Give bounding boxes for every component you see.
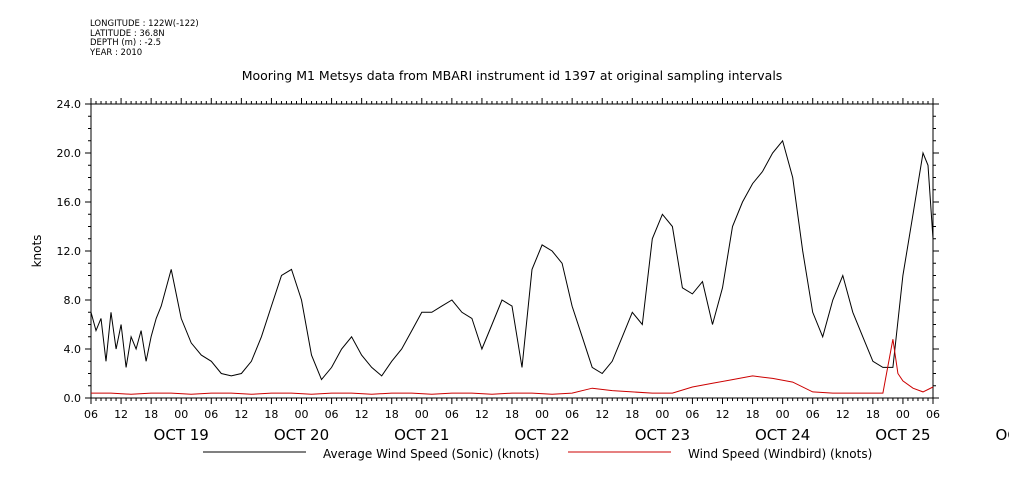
legend-label-windbird: Wind Speed (Windbird) (knots) [688,447,872,461]
x-tick-label: 18 [866,408,880,421]
x-tick-label: 06 [445,408,459,421]
tick-layer [85,98,939,404]
x-tick-label: 00 [776,408,790,421]
y-tick-label: 16.0 [57,196,82,209]
x-tick-label: 00 [295,408,309,421]
x-tick-label: 06 [926,408,940,421]
legend-label-sonic: Average Wind Speed (Sonic) (knots) [323,447,539,461]
longitude-text: LONGITUDE : 122W(-122) [90,19,199,29]
x-day-label: OCT 22 [514,426,569,444]
metadata-block: LONGITUDE : 122W(-122) LATITUDE : 36.8N … [90,19,199,58]
y-axis-label: knots [30,235,44,268]
x-tick-label: 06 [204,408,218,421]
x-tick-label: 12 [114,408,128,421]
x-day-label: OCT 26 [996,426,1009,444]
year-text: YEAR : 2010 [90,47,143,58]
x-day-label: OCT 20 [274,426,329,444]
x-tick-label: 00 [174,408,188,421]
x-tick-label: 12 [355,408,369,421]
x-tick-label: 18 [264,408,278,421]
x-tick-label: 18 [505,408,519,421]
y-tick-label: 24.0 [57,98,82,111]
x-tick-label: 06 [325,408,339,421]
y-tick-label: 4.0 [64,343,82,356]
x-tick-label: 12 [716,408,730,421]
legend: Average Wind Speed (Sonic) (knots) Wind … [203,447,872,461]
x-day-label: OCT 23 [635,426,690,444]
x-day-label: OCT 24 [755,426,810,444]
x-tick-label: 18 [625,408,639,421]
x-tick-label: 12 [836,408,850,421]
x-tick-label: 00 [535,408,549,421]
axis-label-layer: 0.0 4.0 8.0 12.0 16.0 20.0 24.0 06 12 18 00 06 12 18 0… [57,98,1009,444]
latitude-text: LATITUDE : 36.8N [90,28,165,39]
y-tick-label: 0.0 [64,392,82,405]
x-tick-label: 12 [595,408,609,421]
x-tick-label: 18 [746,408,760,421]
x-tick-label: 18 [385,408,399,421]
series-line-windbird [91,339,934,395]
series-line-sonic [90,139,934,381]
x-tick-label: 06 [685,408,699,421]
depth-text: DEPTH (m) : -2.5 [90,38,162,48]
x-tick-label: 12 [475,408,489,421]
x-tick-label: 00 [896,408,910,421]
plot-frame [90,103,934,399]
x-tick-label: 06 [806,408,820,421]
x-day-label: OCT 21 [394,426,449,444]
x-tick-label: 12 [234,408,248,421]
y-tick-label: 12.0 [57,245,82,258]
x-tick-label: 06 [84,408,98,421]
x-day-label: OCT 19 [154,426,209,444]
chart-title: Mooring M1 Metsys data from MBARI instru… [242,68,783,83]
y-tick-label: 20.0 [57,147,82,160]
x-tick-label: 00 [415,408,429,421]
y-tick-label: 8.0 [64,294,82,307]
x-tick-label: 06 [565,408,579,421]
x-tick-label: 00 [655,408,669,421]
x-day-label: OCT 25 [875,426,930,444]
series-layer [90,139,934,395]
x-tick-label: 18 [144,408,158,421]
